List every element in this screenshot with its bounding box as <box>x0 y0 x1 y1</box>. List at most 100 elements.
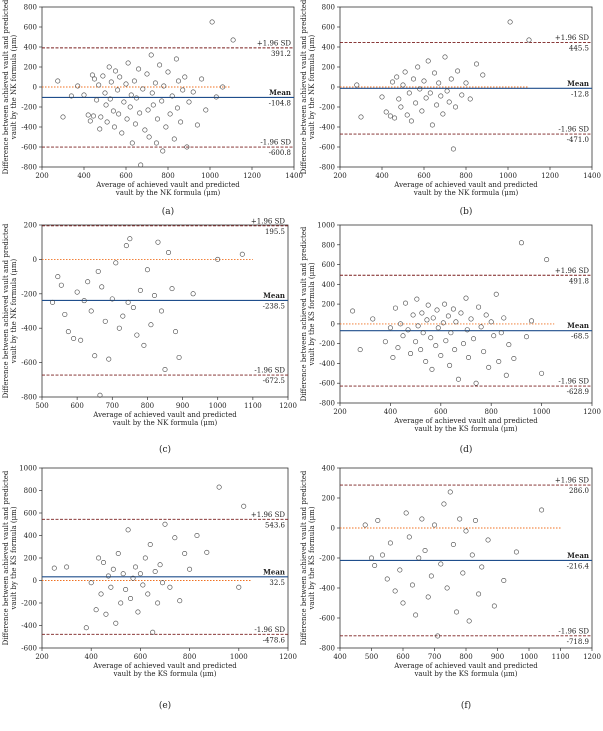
data-point <box>431 70 437 76</box>
y-axis-label: vault by the KS formula (μm) <box>308 506 316 610</box>
y-tick-label: 0 <box>331 320 335 328</box>
x-tick-label: 600 <box>70 402 83 410</box>
data-point <box>75 83 81 89</box>
data-point <box>160 148 166 154</box>
y-tick-label: 0 <box>33 256 37 264</box>
data-point <box>396 96 402 102</box>
upper-limit-value: 491.8 <box>569 277 589 285</box>
upper-limit-label: +1.96 SD <box>555 34 589 42</box>
data-point <box>441 501 447 507</box>
x-tick-label: 600 <box>396 653 409 661</box>
data-point <box>447 362 453 368</box>
data-point <box>88 580 94 586</box>
x-axis-label: vault by the KS formula (μm) <box>413 670 517 678</box>
y-tick-label: 200 <box>322 64 335 72</box>
data-point <box>97 392 103 398</box>
y-axis-label: vault by the NK formula (μm) <box>10 35 18 141</box>
data-point <box>397 567 403 573</box>
panel-caption: (f) <box>461 700 471 711</box>
data-point <box>120 571 126 577</box>
data-point <box>99 284 105 290</box>
data-point <box>92 76 98 82</box>
x-axis-label: vault by the KS formula (μm) <box>413 425 517 433</box>
data-point <box>471 336 477 342</box>
data-point <box>125 527 131 533</box>
data-point <box>161 83 167 89</box>
data-point <box>448 330 454 336</box>
data-point <box>125 299 131 305</box>
data-point <box>526 37 532 43</box>
y-tick-label: -600 <box>319 615 335 623</box>
x-tick-label: 800 <box>161 172 174 180</box>
data-point <box>123 81 129 87</box>
data-point <box>463 80 469 86</box>
data-point <box>241 503 247 509</box>
plot-frame <box>41 467 289 649</box>
data-point <box>414 296 420 302</box>
x-tick-label: 1000 <box>499 172 517 180</box>
data-point <box>106 356 112 362</box>
data-point <box>162 366 168 372</box>
data-point <box>137 110 143 116</box>
data-point <box>410 76 416 82</box>
data-point <box>108 79 114 85</box>
x-axis-label: Average of achieved vault and predicted <box>92 662 237 670</box>
data-point <box>110 108 116 114</box>
x-tick-label: 1200 <box>583 408 601 416</box>
data-point <box>444 88 450 94</box>
data-point <box>199 76 205 82</box>
data-point <box>71 336 77 342</box>
data-point <box>539 507 545 513</box>
data-point <box>50 299 56 305</box>
data-point <box>121 99 127 105</box>
lower-limit-value: -478.6 <box>263 636 286 644</box>
data-point <box>213 94 219 100</box>
chart-panel-c: 500 600 700 800 900 1000 1100 1200 -800 -600 -400 -… <box>2 217 297 455</box>
y-tick-label: -400 <box>21 325 37 333</box>
data-point <box>157 562 163 568</box>
upper-limit-value: 195.5 <box>265 228 285 236</box>
upper-limit-value: 391.2 <box>271 50 291 58</box>
data-point <box>438 93 444 99</box>
data-point <box>429 122 435 128</box>
data-point <box>113 68 119 74</box>
data-point <box>142 127 148 133</box>
data-point <box>81 92 87 98</box>
data-point <box>105 573 111 579</box>
data-point <box>350 308 356 314</box>
y-tick-label: -200 <box>319 555 335 563</box>
data-point <box>157 62 163 68</box>
y-axis-label: vault by the KS formula (μm) <box>308 262 316 366</box>
data-point <box>182 74 188 80</box>
data-point <box>140 86 146 92</box>
lower-limit-value: -471.0 <box>567 136 589 144</box>
upper-limit-label: +1.96 SD <box>251 217 285 225</box>
data-point <box>116 111 122 117</box>
x-tick-label: 1200 <box>279 653 297 661</box>
data-point <box>187 566 193 572</box>
data-point <box>140 582 146 588</box>
data-point <box>372 562 378 568</box>
data-point <box>442 54 448 60</box>
chart-panel-d: 200 400 600 800 1000 1200 -800 -600 -400 -200 0 200… <box>300 222 601 456</box>
data-point <box>117 74 123 80</box>
x-tick-label: 1000 <box>520 653 538 661</box>
y-tick-label: -800 <box>21 164 37 172</box>
y-axis-label-group: Difference between achieved vault and pr… <box>2 223 18 398</box>
data-point <box>544 257 550 263</box>
x-tick-label: 1200 <box>279 402 297 410</box>
data-point <box>123 586 129 592</box>
mean-value: -238.5 <box>263 302 285 310</box>
data-point <box>132 564 138 570</box>
upper-limit-label: +1.96 SD <box>555 267 589 275</box>
data-point <box>420 330 426 336</box>
data-point <box>368 555 374 561</box>
data-point <box>400 600 406 606</box>
data-point <box>62 311 68 317</box>
data-point <box>177 598 183 604</box>
y-tick-label: 200 <box>24 64 37 72</box>
data-point <box>148 52 154 58</box>
data-point <box>434 102 440 108</box>
data-point <box>115 87 121 93</box>
data-point <box>109 296 115 302</box>
